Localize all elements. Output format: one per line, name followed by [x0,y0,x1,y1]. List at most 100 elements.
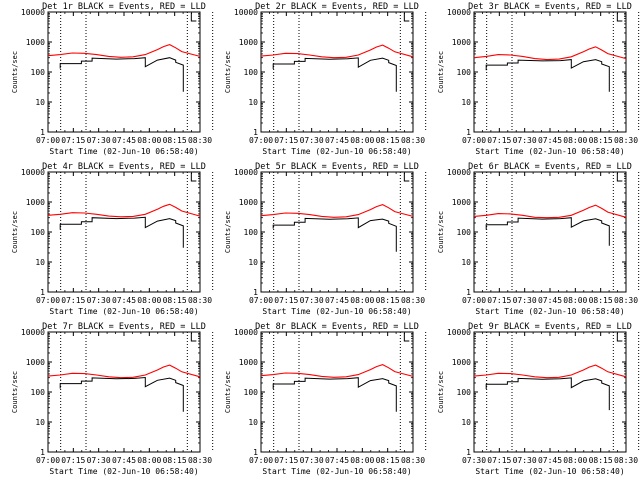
x-tick-label: 07:15 [61,456,85,465]
y-axis-label: Counts/sec [11,211,19,253]
y-tick-label: 100 [31,388,46,397]
x-tick-label: 07:15 [487,456,511,465]
panel-title: Det 8r BLACK = Events, RED = LLD [255,322,419,332]
y-tick-label: 100 [244,68,259,77]
panel-title: Det 2r BLACK = Events, RED = LLD [255,2,419,12]
y-tick-label: 10 [35,418,45,427]
y-tick-label: 1 [466,128,471,137]
y-tick-label: 10000 [447,168,471,177]
x-tick-label: 08:00 [563,456,587,465]
x-tick-label: 08:30 [401,296,425,305]
x-tick-label: 07:30 [300,456,324,465]
y-tick-label: 10000 [447,8,471,17]
x-tick-label: 07:30 [513,456,537,465]
x-tick-label: 07:00 [462,296,486,305]
lld-series-line [47,364,201,379]
panel-title: Det 7r BLACK = Events, RED = LLD [42,322,206,332]
lld-series-line [47,203,201,218]
x-axis-label: Start Time (02-Jun-10 06:58:40) [49,147,198,156]
y-tick-label: 1 [253,288,258,297]
y-tick-label: 100 [31,228,46,237]
x-tick-label: 07:30 [87,136,111,145]
events-series-line [485,217,610,246]
panel-title: Det 9r BLACK = Events, RED = LLD [468,322,632,332]
lld-series-line [473,204,627,219]
x-tick-label: 07:45 [325,296,349,305]
detector-panel-1: Det 1r BLACK = Events, RED = LLD 1 10 100 10… [11,2,214,156]
x-tick-label: 07:00 [249,296,273,305]
y-tick-label: 100 [244,388,259,397]
plot-frame [47,11,201,133]
detector-panel-6: Det 6r BLACK = Events, RED = LLD 1 10 100 10… [437,162,640,316]
y-tick-label: 100 [457,388,472,397]
events-series-line [59,376,184,412]
x-tick-label: 07:45 [325,456,349,465]
y-axis-label: Counts/sec [437,51,445,93]
y-tick-label: 10000 [234,8,258,17]
x-tick-label: 07:30 [513,136,537,145]
x-tick-label: 07:00 [462,136,486,145]
lld-series-line [260,44,414,59]
x-tick-label: 08:15 [376,296,400,305]
x-tick-label: 07:30 [462,456,486,465]
x-tick-label: 08:15 [589,296,613,305]
saa-marker [190,333,197,342]
x-tick-label: 07:15 [274,456,298,465]
x-tick-label: 08:00 [137,296,161,305]
x-tick-label: 08:15 [376,136,400,145]
y-tick-label: 1000 [26,38,45,47]
x-tick-label: 07:45 [538,456,562,465]
saa-marker [403,333,410,342]
saa-marker [616,13,623,22]
x-tick-label: 07:15 [487,136,511,145]
events-series-line [485,59,610,92]
y-tick-label: 1000 [239,38,258,47]
x-tick-label: 08:15 [376,456,400,465]
y-axis-label: Counts/sec [437,211,445,253]
saa-marker [616,333,623,342]
plot-frame [47,331,201,453]
x-tick-label: 08:00 [350,456,374,465]
y-tick-label: 100 [457,68,472,77]
lld-series-line [260,364,414,378]
x-tick-label: 08:00 [350,296,374,305]
lld-series-line [473,46,627,61]
y-tick-label: 10 [35,98,45,107]
saa-marker [616,173,623,182]
y-tick-label: 10 [35,258,45,267]
detector-panel-7: Det 7r BLACK = Events, RED = LLD 1 10 100 10… [11,322,214,476]
x-tick-label: 07:00 [249,136,273,145]
panel-title: Det 5r BLACK = Events, RED = LLD [255,162,419,172]
y-tick-label: 10000 [21,8,45,17]
plot-frame [260,11,414,133]
x-tick-label: 07:15 [274,136,298,145]
x-tick-label: 07:00 [249,456,273,465]
detector-panel-4: Det 4r BLACK = Events, RED = LLD 1 10 100 10… [11,162,214,316]
x-tick-label: 08:15 [163,136,187,145]
y-axis-label: Counts/sec [437,371,445,413]
y-axis-label: Counts/sec [224,51,232,93]
events-series-line [485,377,610,411]
saa-marker [403,13,410,22]
y-axis-label: Counts/sec [11,371,19,413]
x-tick-label: 07:30 [513,296,537,305]
x-axis-label: Start Time (02-Jun-10 06:58:40) [262,307,411,316]
y-tick-label: 1 [40,448,45,457]
plot-frame [473,331,627,453]
y-axis-label: Counts/sec [11,51,19,93]
x-tick-label: 07:45 [112,136,136,145]
x-tick-label: 08:00 [563,296,587,305]
detector-panel-9: Det 9r BLACK = Events, RED = LLD 1 10 100 10… [437,322,640,476]
panel-title: Det 1r BLACK = Events, RED = LLD [42,2,206,12]
y-tick-label: 10 [461,258,471,267]
x-tick-label: 07:30 [300,136,324,145]
y-tick-label: 100 [31,68,46,77]
y-tick-label: 10000 [21,168,45,177]
x-tick-label: 07:45 [112,296,136,305]
x-tick-label: 08:15 [163,456,187,465]
y-tick-label: 10 [248,98,258,107]
x-tick-label: 08:30 [188,136,212,145]
y-tick-label: 1 [466,448,471,457]
x-axis-label: Start Time (02-Jun-10 06:58:40) [262,147,411,156]
x-tick-label: 07:00 [36,456,60,465]
